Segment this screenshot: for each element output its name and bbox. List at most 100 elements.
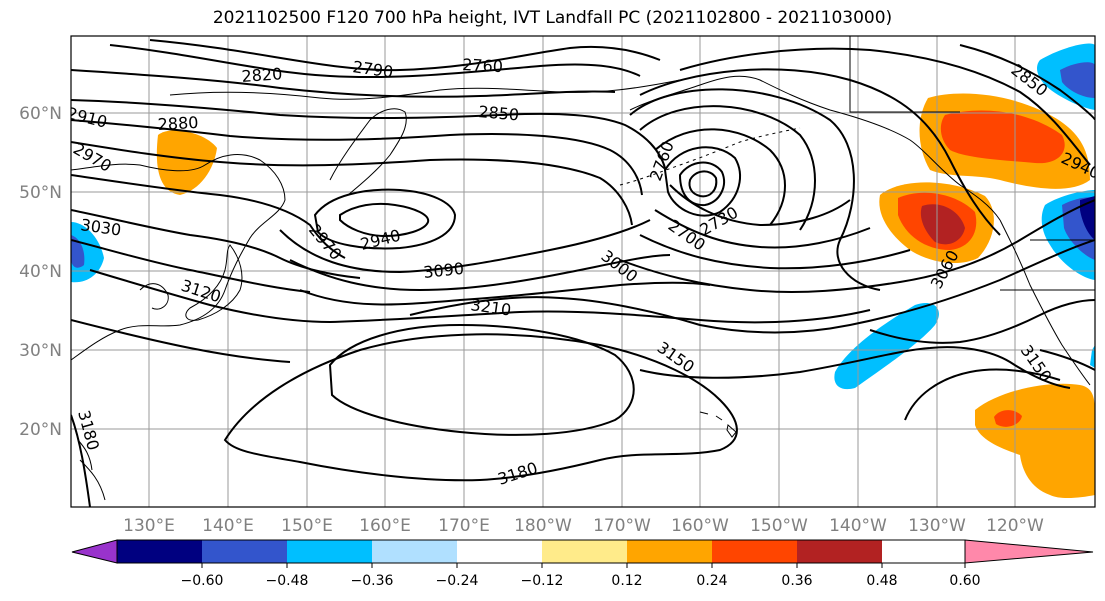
contour-line bbox=[339, 202, 430, 238]
contour-label: 2820 bbox=[241, 64, 283, 86]
contour-line bbox=[149, 39, 661, 72]
lat-label: 50°N bbox=[19, 183, 62, 203]
lon-label: 170°W bbox=[593, 516, 651, 536]
lon-label: 150°W bbox=[750, 516, 808, 536]
ivt-positive-region bbox=[940, 110, 1065, 164]
contour-line bbox=[869, 299, 1095, 344]
ivt-negative-region bbox=[1060, 62, 1095, 98]
contour-line bbox=[279, 219, 651, 274]
colorbar: −0.60 −0.48 −0.36 −0.24 −0.12 0.12 0.24 … bbox=[71, 539, 1094, 589]
lon-label: 120°W bbox=[986, 516, 1044, 536]
colorbar-label: 0.60 bbox=[949, 573, 980, 589]
contour-label: 2850 bbox=[478, 102, 520, 124]
contour-line bbox=[71, 414, 91, 507]
colorbar-ticks bbox=[201, 563, 966, 568]
latitude-labels: 60°N 50°N 40°N 30°N 20°N bbox=[19, 104, 62, 440]
contour-label: 2970 bbox=[305, 220, 346, 263]
contour-label-group: 2820 2790 2760 2850 2880 2910 2970 3030 … bbox=[65, 55, 1095, 489]
lon-label: 140°W bbox=[829, 516, 887, 536]
contour-label: 3180 bbox=[495, 458, 540, 489]
colorbar-segment bbox=[287, 540, 372, 563]
contour-line bbox=[109, 44, 641, 79]
contour-line bbox=[71, 174, 346, 259]
colorbar-label: 0.12 bbox=[611, 573, 642, 589]
hawaii-islands bbox=[699, 411, 737, 438]
japan-coastline bbox=[185, 244, 243, 321]
contour-label: 2910 bbox=[65, 103, 109, 131]
colorbar-label: 0.24 bbox=[696, 573, 727, 589]
lon-label: 160°E bbox=[359, 516, 411, 536]
height-contours bbox=[71, 39, 1095, 507]
contour-line bbox=[71, 319, 291, 363]
lon-label: 140°E bbox=[202, 516, 254, 536]
colorbar-label: 0.36 bbox=[781, 573, 812, 589]
colorbar-segment bbox=[372, 540, 457, 563]
contour-line bbox=[639, 346, 1071, 389]
contour-label: 2760 bbox=[462, 55, 504, 76]
contour-line bbox=[663, 146, 741, 217]
colorbar-frame bbox=[116, 539, 966, 564]
contour-line bbox=[629, 88, 881, 291]
contour-label: 3150 bbox=[1017, 341, 1056, 385]
north-america-coastline bbox=[999, 219, 1091, 386]
lon-label: 180°W bbox=[514, 516, 572, 536]
lon-label: 130°E bbox=[123, 516, 175, 536]
contour-label: 2940 bbox=[358, 226, 402, 254]
contour-line bbox=[313, 188, 457, 250]
contour-line bbox=[71, 239, 311, 293]
lon-label: 160°W bbox=[671, 516, 729, 536]
colorbar-label: −0.12 bbox=[521, 573, 564, 589]
plot-frame bbox=[70, 35, 1096, 508]
ivt-positive-region bbox=[156, 130, 217, 195]
colorbar-max-extension bbox=[964, 539, 1094, 564]
graticule bbox=[71, 36, 1095, 507]
map-title: 2021102500 F120 700 hPa height, IVT Land… bbox=[212, 8, 893, 28]
lon-label: 150°E bbox=[281, 516, 333, 536]
kamchatka-coastline bbox=[329, 108, 407, 196]
contour-line bbox=[223, 333, 738, 482]
contour-line bbox=[71, 99, 666, 169]
contour-line bbox=[654, 128, 786, 226]
colorbar-label: 0.48 bbox=[866, 573, 897, 589]
contour-line bbox=[329, 309, 871, 324]
contour-line bbox=[688, 170, 718, 198]
ivt-positive-region bbox=[920, 204, 965, 245]
contour-line bbox=[1039, 349, 1095, 371]
contour-line bbox=[89, 269, 331, 323]
korea-coastline bbox=[139, 283, 169, 310]
contour-line bbox=[71, 69, 616, 98]
border-line bbox=[1000, 239, 1095, 291]
lat-label: 20°N bbox=[19, 420, 62, 440]
contour-line bbox=[71, 141, 633, 226]
border-line bbox=[849, 36, 960, 113]
contour-label: 3000 bbox=[598, 246, 642, 286]
colorbar-segment bbox=[797, 540, 882, 563]
colorbar-label: −0.36 bbox=[351, 573, 394, 589]
colorbar-label: −0.48 bbox=[266, 573, 309, 589]
contour-line bbox=[619, 199, 1095, 293]
ivt-positive-region bbox=[1090, 345, 1095, 368]
colorbar-segment bbox=[202, 540, 287, 563]
colorbar-segment bbox=[712, 540, 797, 563]
longitude-labels: 130°E 140°E 150°E 160°E 170°E 180°W 170°… bbox=[123, 516, 1044, 536]
lon-label: 170°E bbox=[438, 516, 490, 536]
ivt-positive-region bbox=[975, 383, 1095, 499]
colorbar-segment bbox=[457, 540, 542, 563]
lat-label: 60°N bbox=[19, 104, 62, 124]
contour-line bbox=[289, 254, 671, 292]
contour-label: 2880 bbox=[157, 113, 199, 134]
colorbar-segment bbox=[117, 540, 202, 563]
colorbar-label: −0.24 bbox=[436, 573, 479, 589]
colorbar-label: −0.60 bbox=[181, 573, 224, 589]
contour-line bbox=[639, 234, 911, 270]
lat-label: 40°N bbox=[19, 262, 62, 282]
asia-coastline bbox=[71, 154, 286, 361]
colorbar-segment bbox=[542, 540, 627, 563]
contour-line bbox=[328, 323, 635, 436]
contour-line bbox=[904, 368, 1061, 421]
lat-label: 30°N bbox=[19, 341, 62, 361]
contour-line bbox=[409, 239, 1095, 334]
ivt-negative-region bbox=[71, 235, 85, 268]
contour-line bbox=[639, 68, 1001, 236]
